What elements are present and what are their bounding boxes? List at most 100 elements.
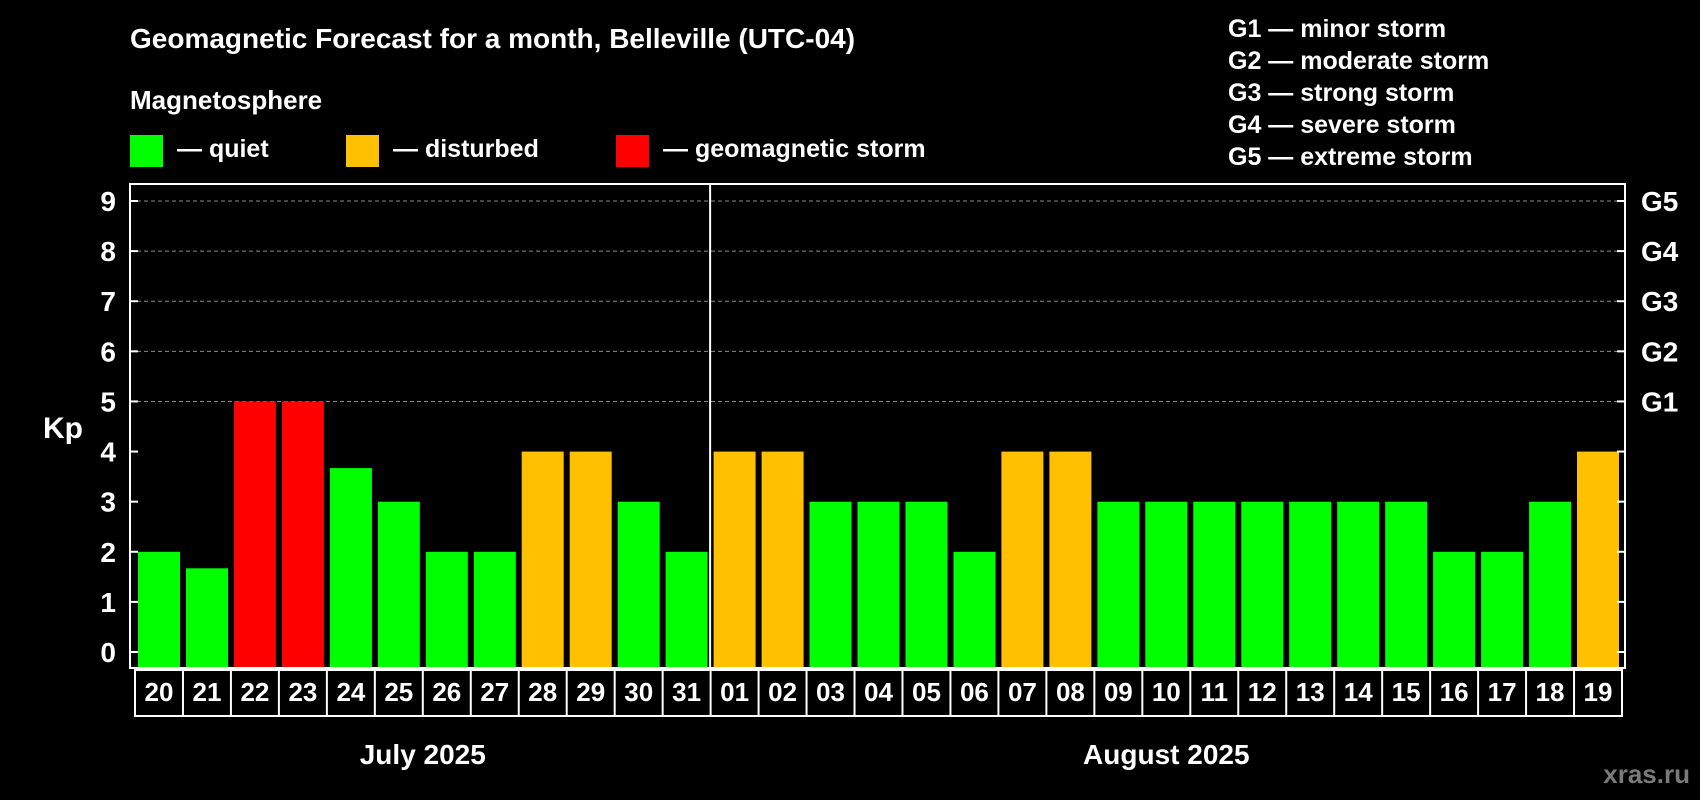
bar-day-09 (1097, 501, 1140, 668)
bar-day-17 (1481, 551, 1524, 668)
y-tick-label: 4 (100, 437, 116, 468)
bar-day-13 (1289, 501, 1332, 668)
day-label-25: 25 (384, 677, 413, 707)
y-tick-label: 0 (100, 637, 116, 668)
bar-day-19 (1577, 451, 1619, 668)
day-label-11: 11 (1201, 677, 1229, 707)
bar-day-14 (1337, 501, 1380, 668)
bar-day-25 (377, 501, 420, 668)
plot-grid (130, 200, 1625, 402)
day-label-30: 30 (624, 677, 653, 707)
day-label-18: 18 (1536, 677, 1565, 707)
chart-subtitle: Magnetosphere (130, 85, 322, 115)
g-scale-label-g2: G2 (1641, 336, 1678, 367)
day-label-07: 07 (1008, 677, 1037, 707)
month-label-0: July 2025 (360, 739, 486, 770)
bar-day-30 (617, 501, 660, 668)
y-axis-label: Kp (43, 412, 83, 445)
legend-swatch-storm (616, 135, 649, 167)
day-label-08: 08 (1056, 677, 1085, 707)
bar-day-31 (665, 551, 708, 668)
bar-day-02 (761, 451, 804, 668)
chart-title: Geomagnetic Forecast for a month, Bellev… (130, 23, 855, 54)
bar-day-28 (521, 451, 564, 668)
day-label-12: 12 (1248, 677, 1277, 707)
bar-day-03 (809, 501, 852, 668)
day-label-03: 03 (816, 677, 845, 707)
day-label-23: 23 (288, 677, 317, 707)
bar-day-12 (1241, 501, 1284, 668)
day-label-04: 04 (864, 677, 893, 707)
day-label-13: 13 (1296, 677, 1325, 707)
storm-scale-g3: G3 — strong storm (1228, 79, 1454, 107)
bar-day-18 (1529, 501, 1572, 668)
bar-day-05 (905, 501, 948, 668)
bar-day-07 (1001, 451, 1044, 668)
y-tick-label: 9 (100, 186, 116, 217)
day-row: 20 21 22 23 24 25 26 27 28 29 30 31 01 02 03 04 05 06 07 08… (134, 669, 1623, 717)
day-label-01: 01 (720, 677, 749, 707)
plot-bars (138, 401, 1619, 668)
day-label-24: 24 (336, 677, 365, 707)
y-tick-label: 7 (100, 286, 116, 317)
legend-label-storm: — geomagnetic storm (663, 135, 926, 163)
day-label-05: 05 (912, 677, 941, 707)
bar-day-06 (953, 551, 996, 668)
bar-day-01 (713, 451, 756, 668)
month-labels: July 2025 August 2025 (360, 739, 1250, 770)
legend-swatch-quiet (130, 135, 163, 167)
day-label-14: 14 (1344, 677, 1373, 707)
day-label-17: 17 (1488, 677, 1517, 707)
day-label-26: 26 (432, 677, 461, 707)
y-tick-label: 3 (100, 487, 116, 518)
day-label-28: 28 (528, 677, 557, 707)
g-scale-label-g4: G4 (1641, 236, 1679, 267)
day-label-19: 19 (1584, 677, 1613, 707)
day-row-frame (134, 669, 1623, 717)
storm-scale-legend: G1 — minor storm G2 — moderate storm G3 … (1228, 15, 1489, 171)
storm-scale-g2: G2 — moderate storm (1228, 47, 1489, 75)
day-label-16: 16 (1440, 677, 1469, 707)
plot-axes: 0 1 2 3 4 5 6 7 8 9 G1 G2 G3 G4 G5 (100, 183, 1679, 669)
day-label-21: 21 (193, 677, 222, 707)
day-label-09: 09 (1104, 677, 1133, 707)
y-tick-label: 8 (100, 236, 116, 267)
day-label-02: 02 (768, 677, 797, 707)
y-tick-label: 1 (100, 587, 116, 618)
bar-day-26 (425, 551, 468, 668)
bar-day-29 (569, 451, 612, 668)
bar-day-24 (329, 468, 372, 668)
bar-day-15 (1385, 501, 1428, 668)
bar-day-27 (473, 551, 516, 668)
month-label-1: August 2025 (1083, 739, 1250, 770)
y-tick-label: 5 (100, 386, 116, 417)
bar-day-21 (186, 568, 228, 668)
y-tick-label: 2 (100, 537, 116, 568)
day-label-29: 29 (576, 677, 605, 707)
bar-day-08 (1049, 451, 1092, 668)
day-label-15: 15 (1392, 677, 1421, 707)
y-tick-label: 6 (100, 336, 116, 367)
g-scale-label-g5: G5 (1641, 186, 1678, 217)
g-scale-label-g3: G3 (1641, 286, 1678, 317)
legend-label-disturbed: — disturbed (393, 135, 539, 163)
day-label-06: 06 (960, 677, 989, 707)
bar-day-16 (1433, 551, 1476, 668)
g-scale-label-g1: G1 (1641, 386, 1678, 417)
plot-frame (129, 183, 1626, 669)
bar-day-11 (1193, 501, 1236, 668)
legend-swatch-disturbed (346, 135, 379, 167)
bar-day-22 (233, 401, 276, 668)
storm-scale-g4: G4 — severe storm (1228, 111, 1456, 139)
bar-day-23 (281, 401, 324, 668)
storm-scale-g5: G5 — extreme storm (1228, 143, 1473, 171)
bar-day-04 (857, 501, 900, 668)
day-label-27: 27 (480, 677, 509, 707)
day-label-31: 31 (672, 677, 701, 707)
bar-day-10 (1145, 501, 1188, 668)
watermark: xras.ru (1603, 759, 1690, 789)
bar-day-20 (138, 551, 180, 668)
storm-scale-g1: G1 — minor storm (1228, 15, 1446, 43)
legend: — quiet — disturbed — geomagnetic storm (130, 135, 926, 167)
